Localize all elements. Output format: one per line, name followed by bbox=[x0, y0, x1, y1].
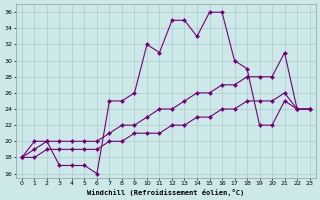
X-axis label: Windchill (Refroidissement éolien,°C): Windchill (Refroidissement éolien,°C) bbox=[87, 189, 244, 196]
